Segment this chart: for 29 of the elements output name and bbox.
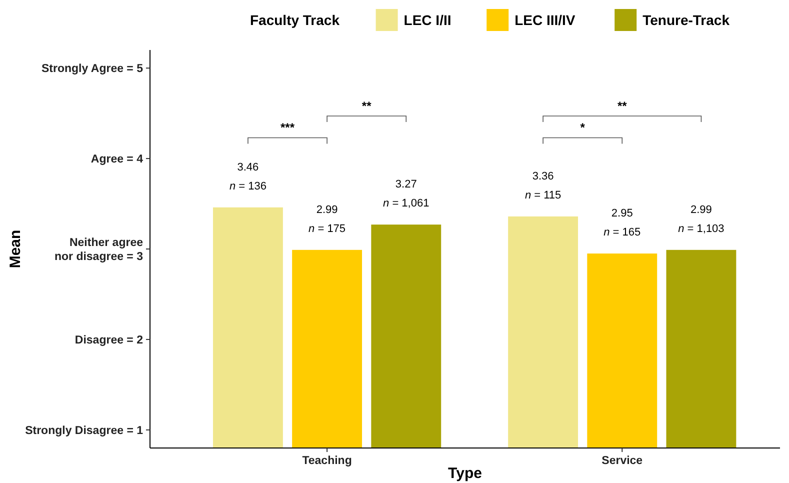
annotation: n = 1,103 xyxy=(678,222,724,235)
x-tick-label: Service xyxy=(602,455,643,467)
legend-title: Faculty Track xyxy=(250,12,340,28)
y-tick-label: Disagree = 2 xyxy=(74,334,143,346)
y-tick-label: Neither agree nor disagree = 3 xyxy=(54,237,143,264)
legend-label: LEC I/II xyxy=(404,12,452,28)
data-label: 2.95 xyxy=(611,208,633,220)
y-tick-label: Strongly Disagree = 1 xyxy=(25,424,144,437)
legend-label: Tenure-Track xyxy=(642,12,730,28)
annotation: n = 175 xyxy=(308,222,346,235)
annotation: n = 136 xyxy=(229,180,266,192)
annotation: * xyxy=(580,120,586,135)
annotation: n = 165 xyxy=(604,226,641,239)
data-label: 2.99 xyxy=(690,204,712,216)
annotation: n = 115 xyxy=(524,189,562,202)
y-axis-title: Mean xyxy=(7,230,24,268)
annotation: ** xyxy=(362,99,372,114)
legend-label: LEC III/IV xyxy=(514,12,576,28)
x-tick-label: Teaching xyxy=(302,455,352,467)
x-axis-title: Type xyxy=(448,465,482,482)
annotation: ** xyxy=(617,99,628,114)
data-label: 3.36 xyxy=(532,170,554,182)
data-label: 3.27 xyxy=(395,178,417,191)
y-tick-label: Strongly Agree = 5 xyxy=(41,63,144,76)
annotation: n = 1,061 xyxy=(383,198,430,210)
data-label: 3.46 xyxy=(237,161,259,174)
data-label: 2.99 xyxy=(316,204,338,216)
y-tick-label: Agree = 4 xyxy=(90,154,144,166)
annotation: *** xyxy=(280,120,295,135)
